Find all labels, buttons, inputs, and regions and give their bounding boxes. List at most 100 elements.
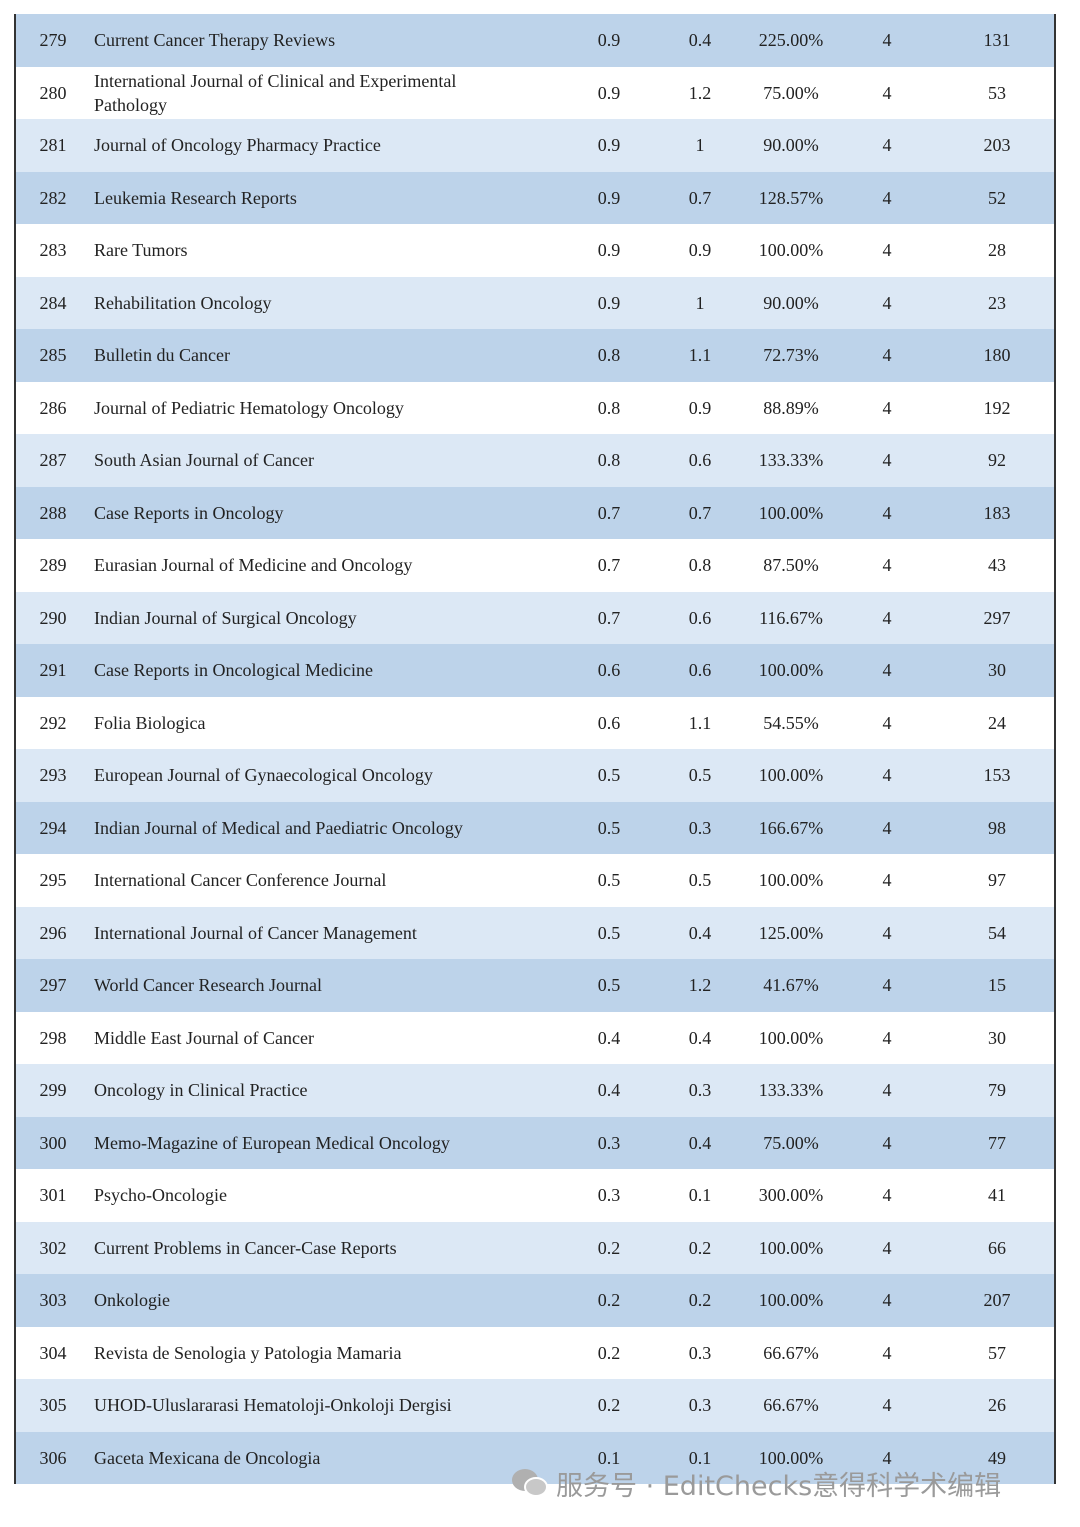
cell: 4 [882,135,892,156]
cell: 52 [988,187,1006,208]
table-row: 286 Journal of Pediatric Hematology Oncol… [16,381,1054,434]
table-row: 292 Folia Biologica 0.6 1.1 54.55% 4 24 [16,696,1054,749]
table-row: 280 International Journal of Clinical and… [16,66,1054,119]
journal-name: European Journal of Gynaecological Oncol… [94,765,433,786]
cell: 0.6 [688,660,712,681]
cell: 100.00% [758,870,824,891]
journal-name: International Cancer Conference Journal [94,870,387,891]
cell: 4 [882,870,892,891]
cell: 1.2 [688,82,712,103]
cell: 0.1 [597,1447,621,1468]
cell: 4 [882,922,892,943]
cell: 0.6 [688,607,712,628]
journal-name: Journal of Pediatric Hematology Oncology [94,397,404,418]
journal-name: Current Cancer Therapy Reviews [94,30,336,51]
cell: 4 [882,817,892,838]
cell: 296 [39,922,67,943]
cell: 207 [983,1290,1011,1311]
cell: 282 [39,187,67,208]
table-row: 301 Psycho-Oncologie 0.3 0.1 300.00% 4 41 [16,1169,1054,1222]
cell: 4 [882,240,892,261]
cell: 0.7 [688,187,712,208]
cell: 97 [988,870,1006,891]
cell: 0.4 [688,1132,712,1153]
journal-name: Current Problems in Cancer-Case Reports [94,1237,397,1258]
cell: 90.00% [763,292,819,313]
cell: 304 [39,1342,67,1363]
cell: 0.5 [688,765,712,786]
journal-name: Memo-Magazine of European Medical Oncolo… [94,1132,450,1153]
cell: 291 [39,660,67,681]
cell: 0.5 [597,975,621,996]
cell: 0.9 [597,292,621,313]
cell: 4 [882,30,892,51]
cell: 284 [39,292,67,313]
cell: 283 [39,240,67,261]
cell: 281 [39,135,67,156]
cell: 180 [983,345,1011,366]
cell: 100.00% [758,1027,824,1048]
cell: 0.5 [597,870,621,891]
cell: 294 [39,817,67,838]
cell: 30 [988,1027,1006,1048]
cell: 4 [882,397,892,418]
cell: 0.3 [688,1080,712,1101]
journal-name: International Journal of Clinical and Ex… [94,70,457,115]
cell: 1.1 [688,345,712,366]
cell: 300.00% [758,1185,824,1206]
cell: 4 [882,1395,892,1416]
cell: 0.2 [597,1395,621,1416]
cell: 0.8 [597,450,621,471]
journal-name: Onkologie [94,1290,170,1311]
cell: 128.57% [758,187,824,208]
cell: 0.6 [688,450,712,471]
cell: 279 [39,30,67,51]
cell: 286 [39,397,67,418]
table-row: 296 International Journal of Cancer Manag… [16,906,1054,959]
cell: 225.00% [758,30,824,51]
cell: 133.33% [758,1080,824,1101]
cell: 23 [988,292,1006,313]
table-row: 285 Bulletin du Cancer 0.8 1.1 72.73% 4 180 [16,329,1054,382]
table-row: 287 South Asian Journal of Cancer 0.8 0.6 13… [16,434,1054,487]
cell: 1.2 [688,975,712,996]
cell: 125.00% [758,922,824,943]
cell: 100.00% [758,240,824,261]
journal-name: Rehabilitation Oncology [94,292,272,313]
journal-name: Eurasian Journal of Medicine and Oncolog… [94,555,413,576]
cell: 4 [882,1132,892,1153]
cell: 66 [988,1237,1006,1258]
cell: 4 [882,345,892,366]
journal-name: Leukemia Research Reports [94,187,297,208]
cell: 24 [988,712,1006,733]
table-row: 300 Memo-Magazine of European Medical Onc… [16,1116,1054,1169]
cell: 4 [882,1290,892,1311]
cell: 0.7 [688,502,712,523]
table-row: 304 Revista de Senologia y Patologia Mama… [16,1326,1054,1379]
cell: 290 [39,607,67,628]
table-row: 293 European Journal of Gynaecological On… [16,749,1054,802]
journal-name: Indian Journal of Surgical Oncology [94,607,357,628]
cell: 0.4 [688,1027,712,1048]
cell: 295 [39,870,67,891]
cell: 49 [988,1447,1006,1468]
cell: 87.50% [763,555,819,576]
cell: 100.00% [758,765,824,786]
cell: 0.5 [597,922,621,943]
cell: 54.55% [763,712,819,733]
cell: 166.67% [758,817,824,838]
cell: 100.00% [758,1290,824,1311]
cell: 0.8 [597,345,621,366]
cell: 4 [882,1447,892,1468]
cell: 100.00% [758,502,824,523]
table-row: 291 Case Reports in Oncological Medicine 0… [16,644,1054,697]
watermark: 服务号 · EditChecks意得科学术编辑 [556,1471,1002,1502]
cell: 0.3 [597,1132,621,1153]
cell: 75.00% [763,82,819,103]
cell: 4 [882,1080,892,1101]
cell: 0.6 [597,712,621,733]
cell: 15 [988,975,1006,996]
cell: 0.9 [597,187,621,208]
cell: 287 [39,450,67,471]
